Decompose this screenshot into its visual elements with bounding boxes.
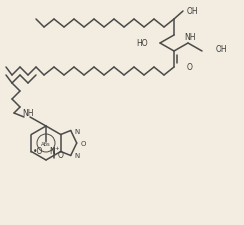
- Text: +: +: [54, 146, 59, 151]
- Text: O: O: [187, 63, 193, 72]
- Text: •O: •O: [33, 147, 43, 156]
- Text: OH: OH: [216, 45, 228, 54]
- Text: O: O: [81, 140, 86, 146]
- Text: OH: OH: [187, 7, 199, 16]
- Text: N: N: [75, 129, 80, 135]
- Text: O: O: [58, 150, 64, 159]
- Text: Abs: Abs: [41, 141, 51, 146]
- Text: NH: NH: [184, 33, 196, 42]
- Text: HO: HO: [136, 39, 148, 48]
- Text: NH: NH: [22, 109, 34, 118]
- Text: N: N: [49, 147, 55, 156]
- Text: N: N: [75, 152, 80, 158]
